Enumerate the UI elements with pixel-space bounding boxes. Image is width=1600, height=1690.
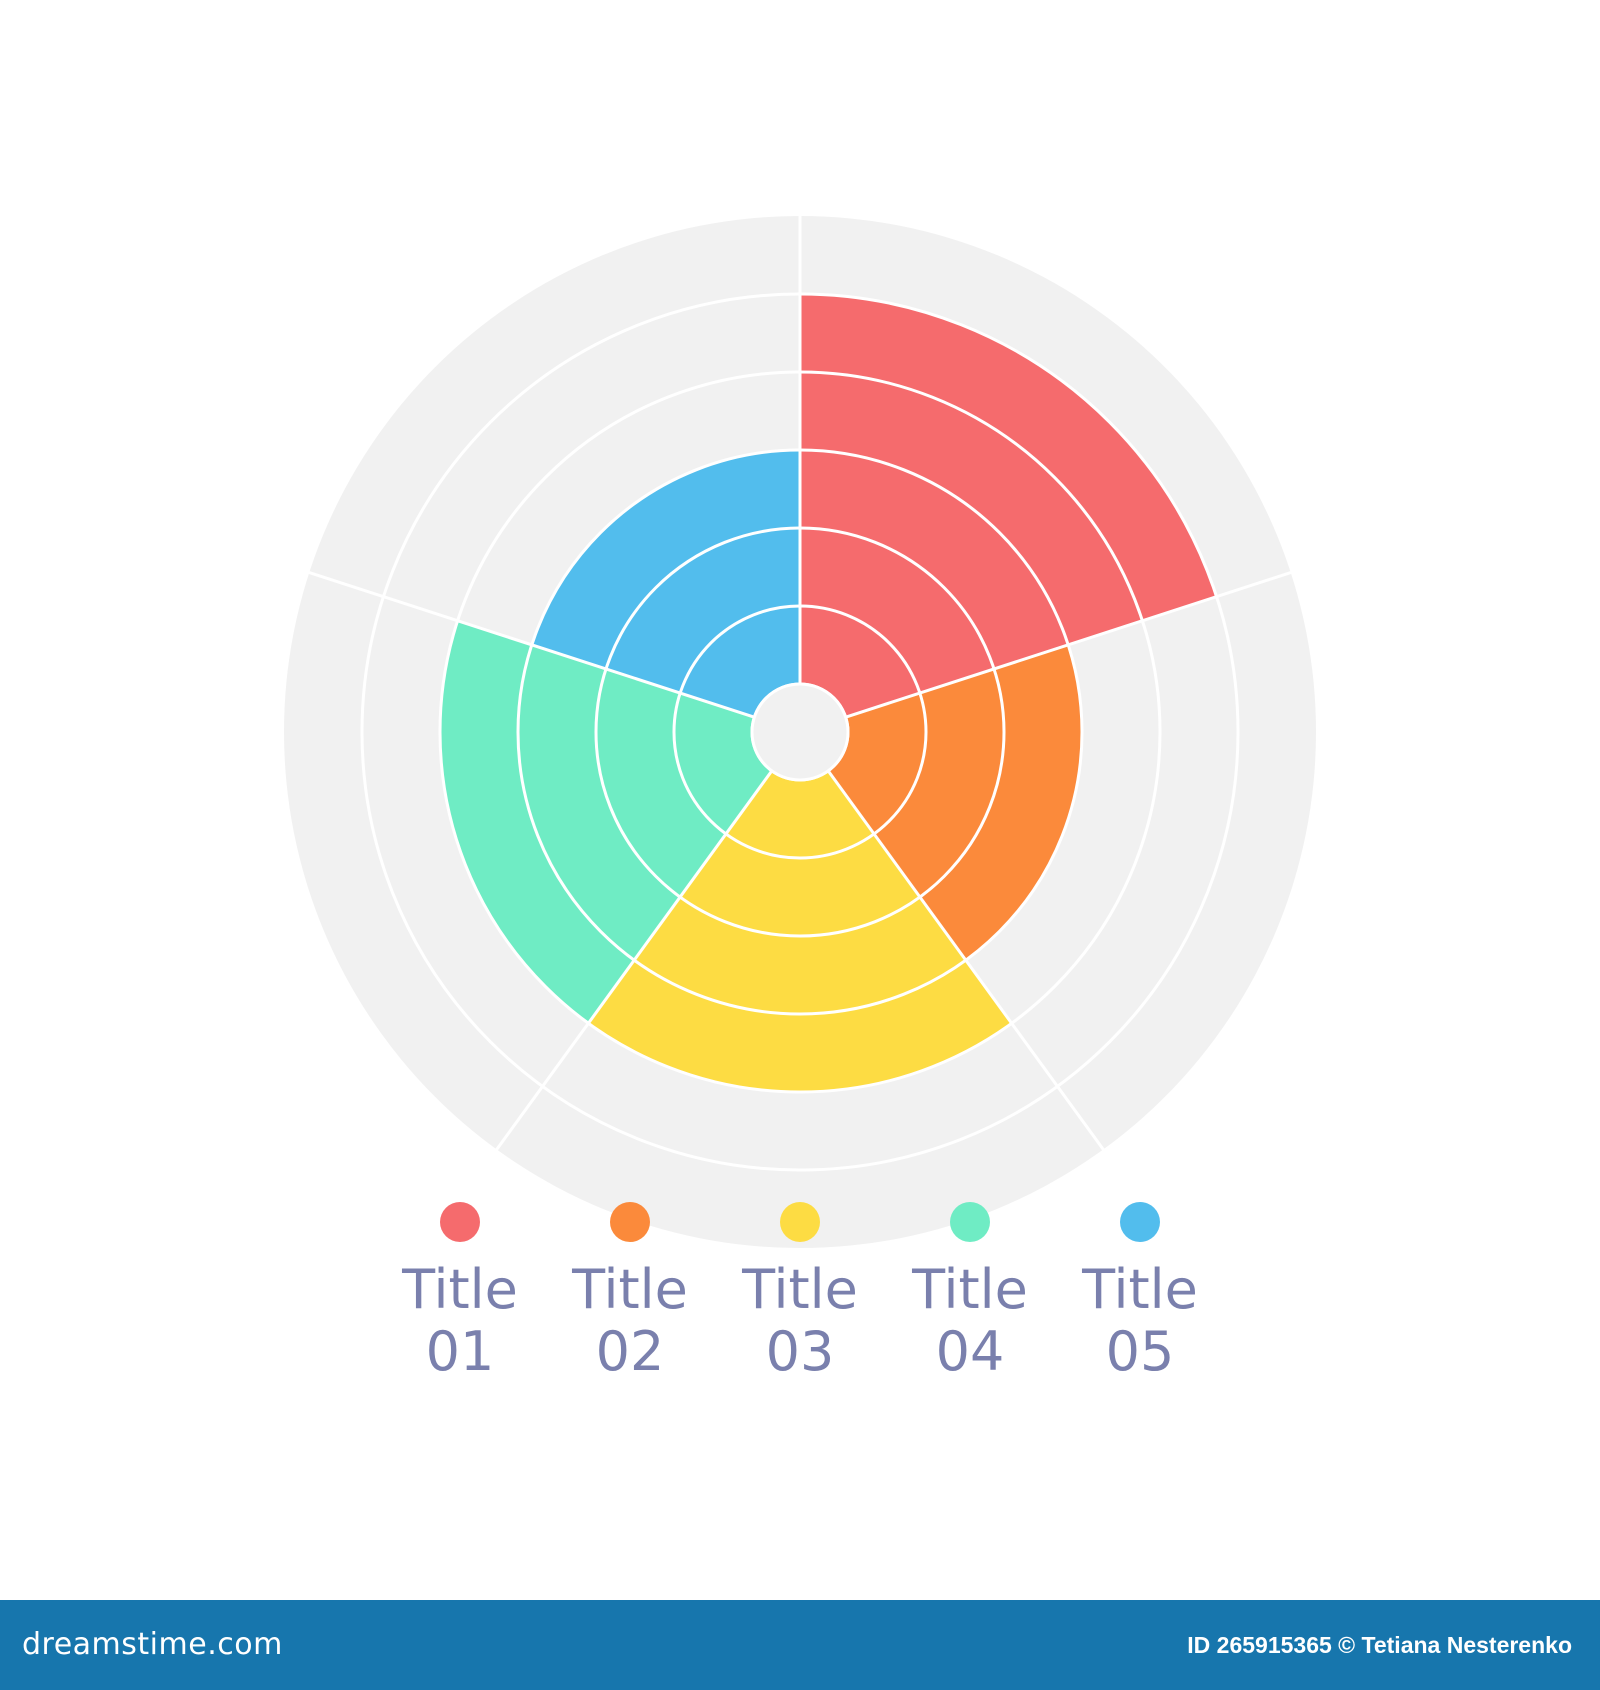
legend-label-line1: Title xyxy=(741,1258,858,1321)
grid-spoke-4 xyxy=(494,769,773,1152)
sector-2 xyxy=(828,644,1083,961)
legend-dot-4 xyxy=(950,1202,990,1242)
chart-sectors xyxy=(440,294,1217,1092)
sector-5 xyxy=(531,450,800,718)
footer-site-text: dreamstime.com xyxy=(22,1627,283,1662)
grid-spoke-2 xyxy=(845,570,1294,719)
legend-label-line2: 05 xyxy=(1106,1320,1175,1383)
center-hole xyxy=(750,682,850,782)
footer-bar: dreamstime.com ID 265915365 © Tetiana Ne… xyxy=(0,1600,1600,1690)
legend-label-line2: 04 xyxy=(936,1320,1005,1383)
sector-3 xyxy=(588,770,1012,1092)
legend-label-line1: Title xyxy=(401,1258,518,1321)
legend-dot-3 xyxy=(780,1202,820,1242)
sector-4 xyxy=(440,620,772,1024)
legend-dot-1 xyxy=(440,1202,480,1242)
legend-label-line1: Title xyxy=(571,1258,688,1321)
legend-label-line2: 02 xyxy=(596,1320,665,1383)
legend-label-line2: 01 xyxy=(426,1320,495,1383)
legend-dot-2 xyxy=(610,1202,650,1242)
legend-label-line1: Title xyxy=(1081,1258,1198,1321)
legend-label-line2: 03 xyxy=(766,1320,835,1383)
grid-spoke-3 xyxy=(827,769,1106,1152)
legend-dot-5 xyxy=(1120,1202,1160,1242)
sector-1 xyxy=(800,294,1217,718)
legend-label-line1: Title xyxy=(911,1258,1028,1321)
chart-grid xyxy=(306,214,1294,1172)
footer-credit-text: ID 265915365 © Tetiana Nesterenko xyxy=(1187,1632,1572,1658)
grid-spoke-5 xyxy=(306,570,755,719)
